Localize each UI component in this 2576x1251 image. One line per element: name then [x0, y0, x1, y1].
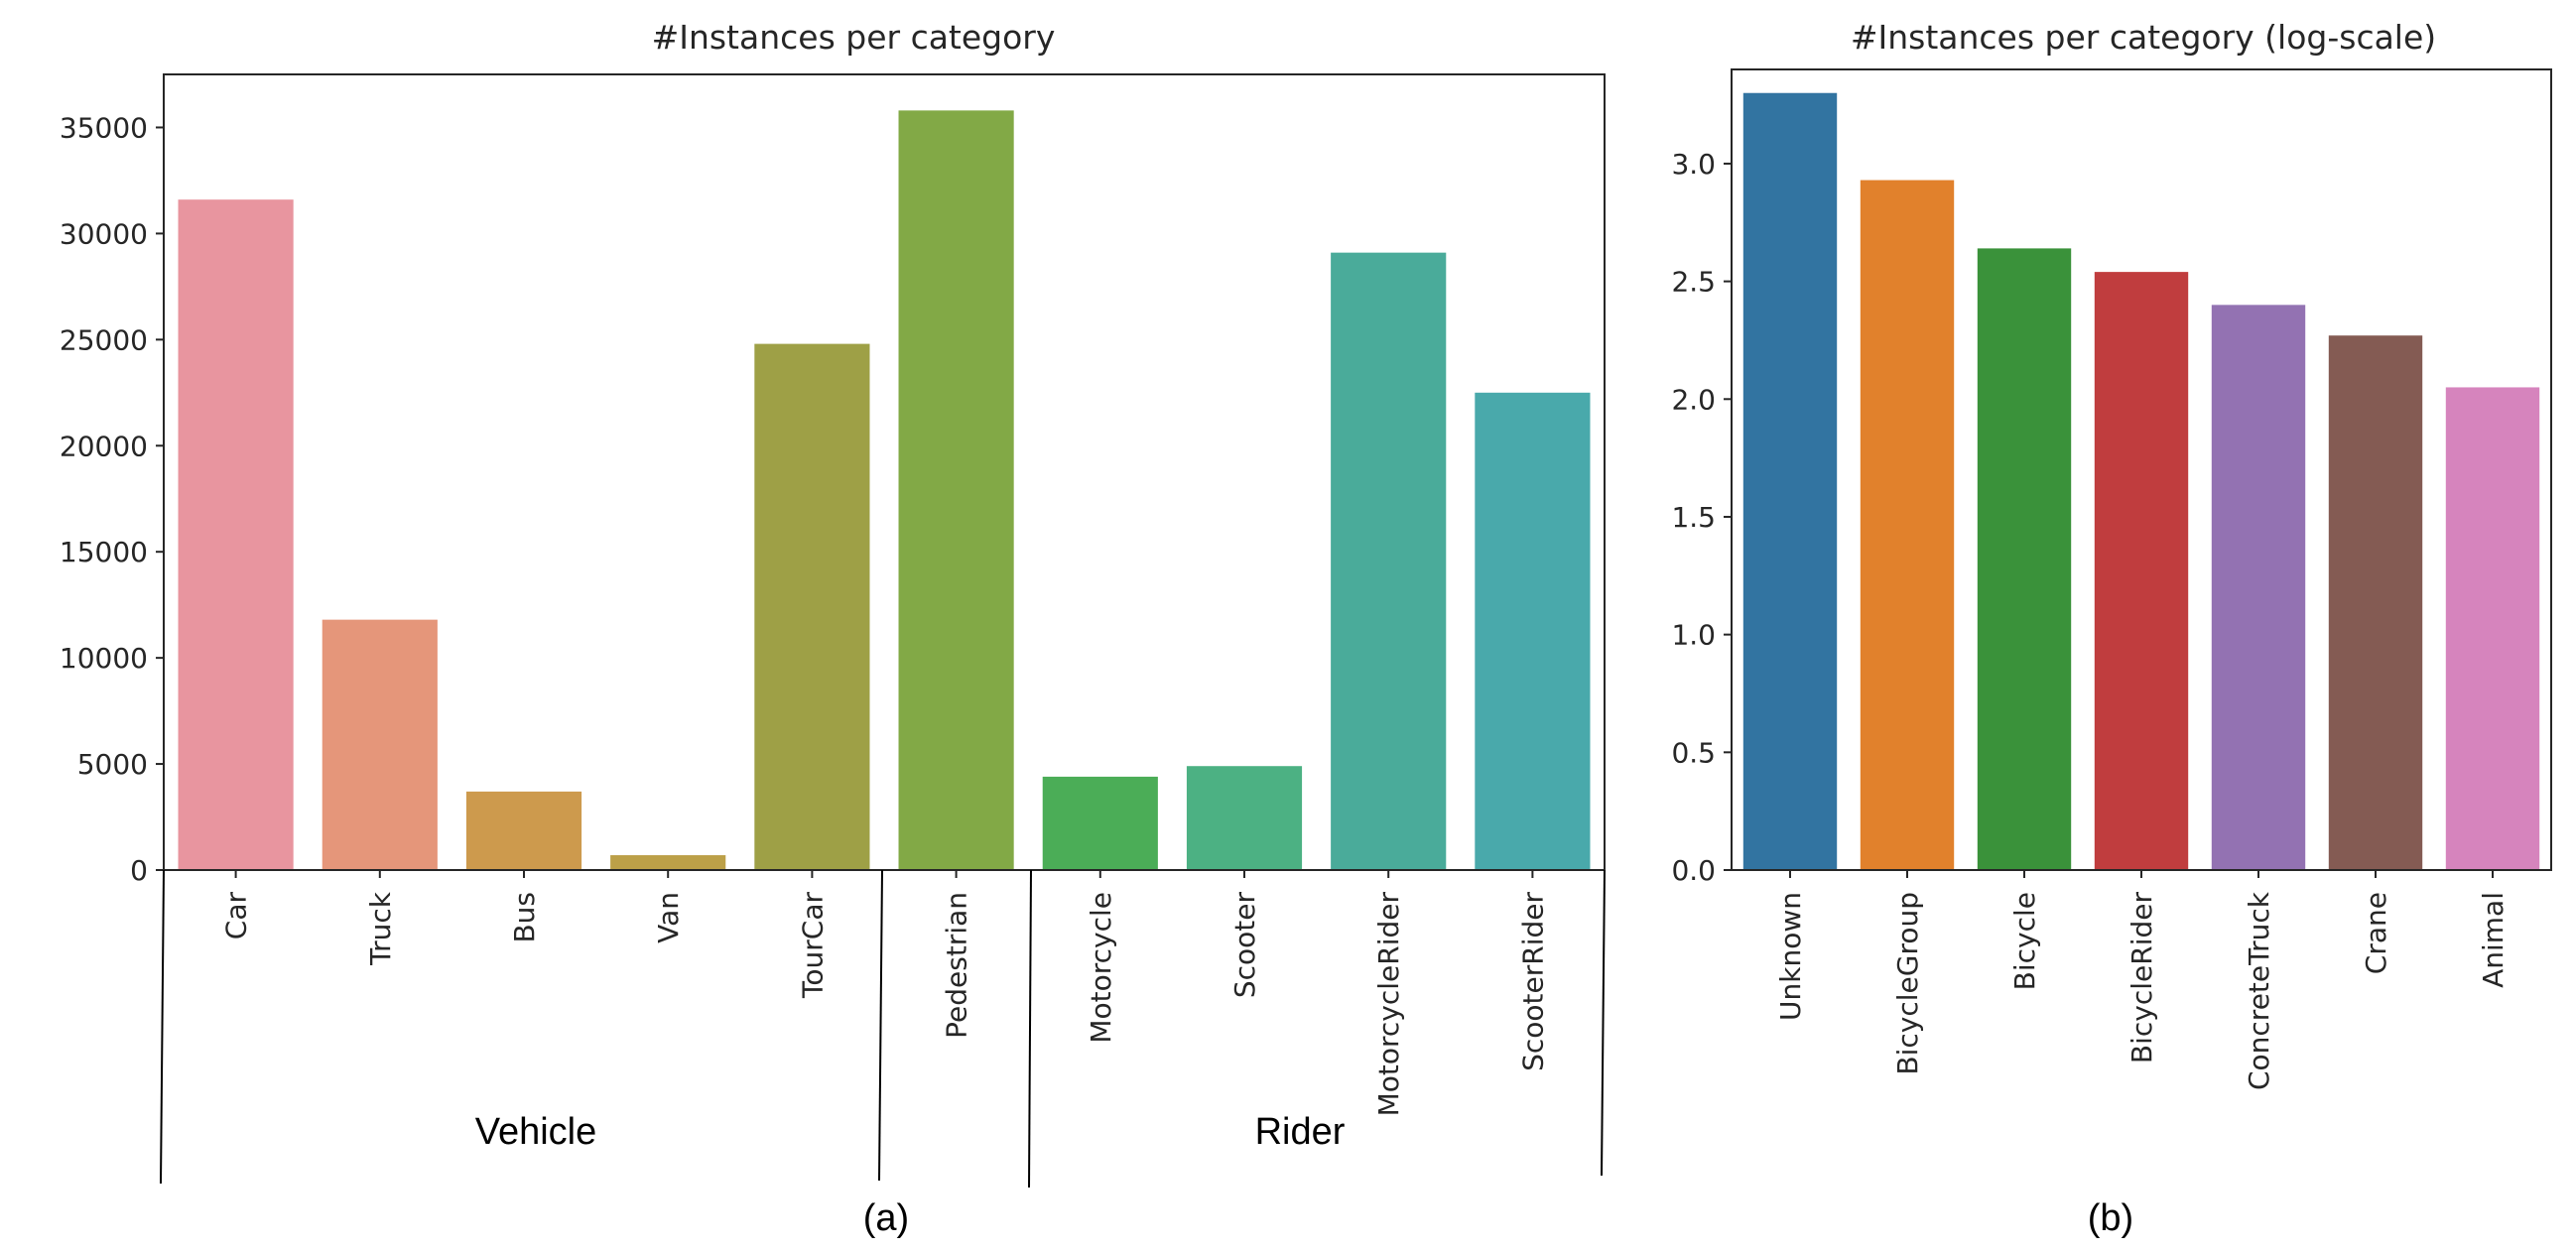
chart-a-bar-car — [178, 199, 294, 870]
chart-b-bar-bicyclegroup — [1860, 180, 1955, 870]
chart-b-x-axis: Unknown BicycleGroup Bicycle BicycleRider Co… — [1774, 870, 2510, 1090]
chart-b-x-tick-label-bicyclegroup: BicycleGroup — [1891, 892, 1924, 1075]
group-divider-vehicle-pedestrian — [878, 869, 883, 1182]
chart-a-x-tick-label-scooter: Scooter — [1228, 892, 1261, 999]
chart-a-x-tick-label-tourcar: TourCar — [796, 892, 829, 999]
chart-b-x-tick-label-unknown: Unknown — [1774, 892, 1807, 1021]
chart-a-y-tick-label: 30000 — [60, 217, 148, 250]
chart-a-bar-motorcyclerider — [1331, 252, 1447, 870]
chart-a-x-tick-label-car: Car — [220, 892, 253, 940]
chart-b-bar-animal — [2445, 387, 2540, 870]
chart-b-x-tick-label-bicycle: Bicycle — [2008, 892, 2041, 990]
chart-a-y-axis: 0 5000 10000 15000 20000 25000 30000 35000 — [60, 111, 164, 887]
chart-b-x-tick-label-animal: Animal — [2477, 892, 2510, 988]
group-label-rider: Rider — [1255, 1111, 1346, 1153]
chart-a-bar-pedestrian — [898, 110, 1014, 871]
chart-a-x-tick-label-pedestrian: Pedestrian — [941, 892, 973, 1039]
chart-a-bar-tourcar — [754, 343, 870, 870]
chart-a-bar-scooterrider — [1475, 392, 1591, 870]
chart-b-bar-crane — [2328, 335, 2423, 871]
chart-b-y-tick-label: 0.0 — [1671, 854, 1716, 887]
chart-a-x-axis: Car Truck Bus Van TourCar Pedestrian Motorcycl… — [220, 870, 1549, 1117]
chart-b-x-tick-label-concretetruck: ConcreteTruck — [2243, 891, 2275, 1090]
chart-a-y-tick-label: 35000 — [60, 111, 148, 144]
chart-b-y-tick-label: 1.0 — [1671, 619, 1716, 652]
chart-b-bars — [1742, 92, 2540, 871]
chart-b-x-tick-label-bicyclerider: BicycleRider — [2125, 892, 2158, 1064]
chart-b-y-tick-label: 2.0 — [1671, 383, 1716, 416]
chart-a: #Instances per category 0 5000 10000 15000 2… — [60, 18, 1606, 1239]
group-divider-right — [1601, 869, 1606, 1177]
chart-a-bars — [178, 110, 1591, 871]
group-divider-left — [160, 869, 165, 1185]
chart-a-group-brackets — [160, 869, 1606, 1188]
chart-b-title: #Instances per category (log-scale) — [1851, 18, 2436, 57]
chart-a-frame — [163, 73, 1606, 871]
chart-a-y-tick-label: 0 — [130, 854, 148, 887]
chart-a-x-tick-label-truck: Truck — [364, 891, 397, 966]
chart-a-bar-motorcycle — [1042, 776, 1158, 870]
chart-b-bar-unknown — [1742, 92, 1838, 871]
chart-a-y-tick-label: 10000 — [60, 642, 148, 675]
chart-a-title: #Instances per category — [652, 18, 1056, 57]
chart-a-x-tick-label-scooterrider: ScooterRider — [1516, 892, 1549, 1071]
chart-a-y-tick-label: 15000 — [60, 536, 148, 568]
chart-a-y-tick-label: 25000 — [60, 323, 148, 356]
chart-b-bar-concretetruck — [2211, 305, 2306, 871]
chart-b-y-axis: 0.0 0.5 1.0 1.5 2.0 2.5 3.0 — [1671, 148, 1732, 887]
chart-a-bar-truck — [322, 619, 438, 870]
chart-a-x-tick-label-van: Van — [652, 892, 685, 943]
chart-a-bar-bus — [465, 791, 582, 870]
chart-a-bar-scooter — [1186, 766, 1303, 870]
group-divider-pedestrian-rider — [1028, 869, 1032, 1188]
chart-b-y-tick-label: 3.0 — [1671, 148, 1716, 181]
chart-b-x-tick-label-crane: Crane — [2360, 892, 2392, 974]
chart-b: #Instances per category (log-scale) 0.00… — [1671, 18, 2552, 1239]
chart-a-x-tick-label-motorcycle: Motorcycle — [1085, 892, 1117, 1044]
chart-b-y-tick-label: 1.5 — [1671, 501, 1716, 534]
chart-a-x-tick-label-motorcyclerider: MotorcycleRider — [1372, 892, 1405, 1117]
chart-a-bar-van — [610, 855, 726, 870]
group-label-vehicle: Vehicle — [475, 1111, 597, 1153]
chart-b-y-tick-label: 0.5 — [1671, 736, 1716, 769]
chart-b-bar-bicyclerider — [2094, 272, 2189, 870]
chart-b-frame — [1731, 68, 2552, 871]
chart-b-y-tick-label: 2.5 — [1671, 266, 1716, 299]
chart-a-y-tick-label: 20000 — [60, 430, 148, 462]
panel-label-b: (b) — [2088, 1197, 2133, 1239]
panel-label-a: (a) — [863, 1197, 909, 1239]
chart-a-y-tick-label: 5000 — [77, 748, 148, 781]
chart-b-bar-bicycle — [1977, 248, 2072, 870]
chart-a-x-tick-label-bus: Bus — [508, 892, 541, 943]
